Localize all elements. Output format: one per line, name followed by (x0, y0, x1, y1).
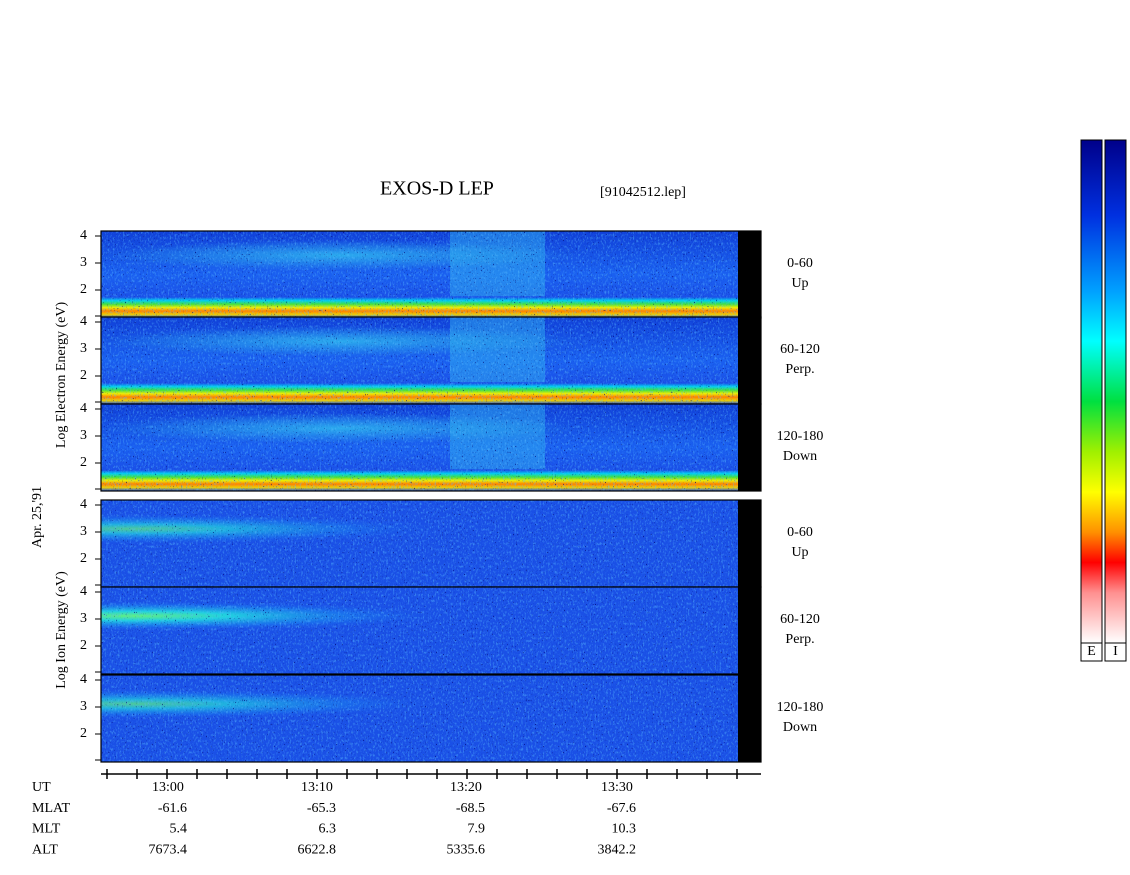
orbit-label: ALT (32, 842, 58, 857)
color-bar (1080, 139, 1103, 644)
orbit-value: 5335.6 (447, 842, 486, 857)
orbit-value: 13:00 (152, 780, 184, 795)
pitch-direction: Up (791, 545, 808, 560)
orbit-value: 13:10 (301, 780, 333, 795)
date-label: Apr. 25,'91 (30, 486, 45, 548)
no-data-strip (738, 317, 761, 404)
no-data-strip (738, 231, 761, 318)
panel-frame (100, 403, 762, 492)
orbit-value: 5.4 (170, 822, 188, 837)
y-tick-label: 3 (80, 341, 87, 356)
y-tick-label: 2 (80, 368, 87, 383)
y-tick-label: 3 (80, 428, 87, 443)
spectrogram-specks (101, 587, 738, 674)
y-tick-label: 4 (80, 497, 87, 512)
orbit-value: 13:20 (450, 780, 482, 795)
spectrogram-specks (101, 404, 738, 491)
orbit-value: -65.3 (307, 801, 336, 816)
y-tick-label: 4 (80, 228, 87, 243)
orbit-value: 7673.4 (149, 842, 188, 857)
pitch-direction: Down (783, 720, 817, 735)
pitch-direction: Up (791, 276, 808, 291)
color-bar (1104, 139, 1127, 644)
file-name: [91042512.lep] (600, 185, 686, 200)
y-tick-label: 4 (80, 672, 87, 687)
pitch-range: 0-60 (787, 256, 813, 271)
orbit-value: -68.5 (456, 801, 485, 816)
orbit-label: MLAT (32, 801, 71, 816)
y-tick-label: 2 (80, 551, 87, 566)
y-tick-label: 3 (80, 699, 87, 714)
pitch-direction: Down (783, 449, 817, 464)
panel-frame (100, 674, 762, 763)
pitch-range: 120-180 (777, 429, 824, 444)
orbit-value: 6.3 (319, 822, 337, 837)
spectrogram-specks (101, 500, 738, 587)
orbit-value: 3842.2 (598, 842, 637, 857)
spectrogram-specks (101, 231, 738, 318)
electron-axis-label: Log Electron Energy (eV) (54, 302, 69, 449)
no-data-strip (738, 404, 761, 491)
y-tick-label: 2 (80, 455, 87, 470)
panel-frame (100, 586, 762, 675)
spectrogram-specks (101, 317, 738, 404)
color-bar-label: E (1087, 644, 1096, 659)
no-data-strip (738, 500, 761, 587)
y-tick-label: 3 (80, 255, 87, 270)
pitch-range: 60-120 (780, 342, 820, 357)
pitch-range: 0-60 (787, 525, 813, 540)
y-tick-label: 4 (80, 314, 87, 329)
plot-area (100, 230, 762, 763)
orbit-value: 13:30 (601, 780, 633, 795)
pitch-direction: Perp. (785, 632, 814, 647)
orbit-label: MLT (32, 822, 61, 837)
orbit-value: 10.3 (612, 822, 637, 837)
orbit-value: -67.6 (607, 801, 636, 816)
no-data-strip (738, 587, 761, 674)
y-tick-label: 3 (80, 611, 87, 626)
y-tick-label: 4 (80, 584, 87, 599)
orbit-label: UT (32, 780, 51, 795)
spectrogram-specks (101, 675, 738, 762)
y-tick-label: 2 (80, 638, 87, 653)
pitch-range: 120-180 (777, 700, 824, 715)
color-bar-label-box (1104, 642, 1127, 662)
ion-axis-label: Log Ion Energy (eV) (54, 571, 69, 689)
title: EXOS-D LEP (380, 178, 494, 200)
y-tick-label: 2 (80, 726, 87, 741)
y-tick-label: 4 (80, 401, 87, 416)
color-bar-label: I (1113, 644, 1118, 659)
orbit-value: 7.9 (468, 822, 486, 837)
orbit-value: 6622.8 (298, 842, 337, 857)
orbit-value: -61.6 (158, 801, 187, 816)
pitch-direction: Perp. (785, 362, 814, 377)
y-tick-label: 3 (80, 524, 87, 539)
y-tick-label: 2 (80, 282, 87, 297)
pitch-range: 60-120 (780, 612, 820, 627)
no-data-strip (738, 675, 761, 762)
color-bar-label-box (1080, 642, 1103, 662)
